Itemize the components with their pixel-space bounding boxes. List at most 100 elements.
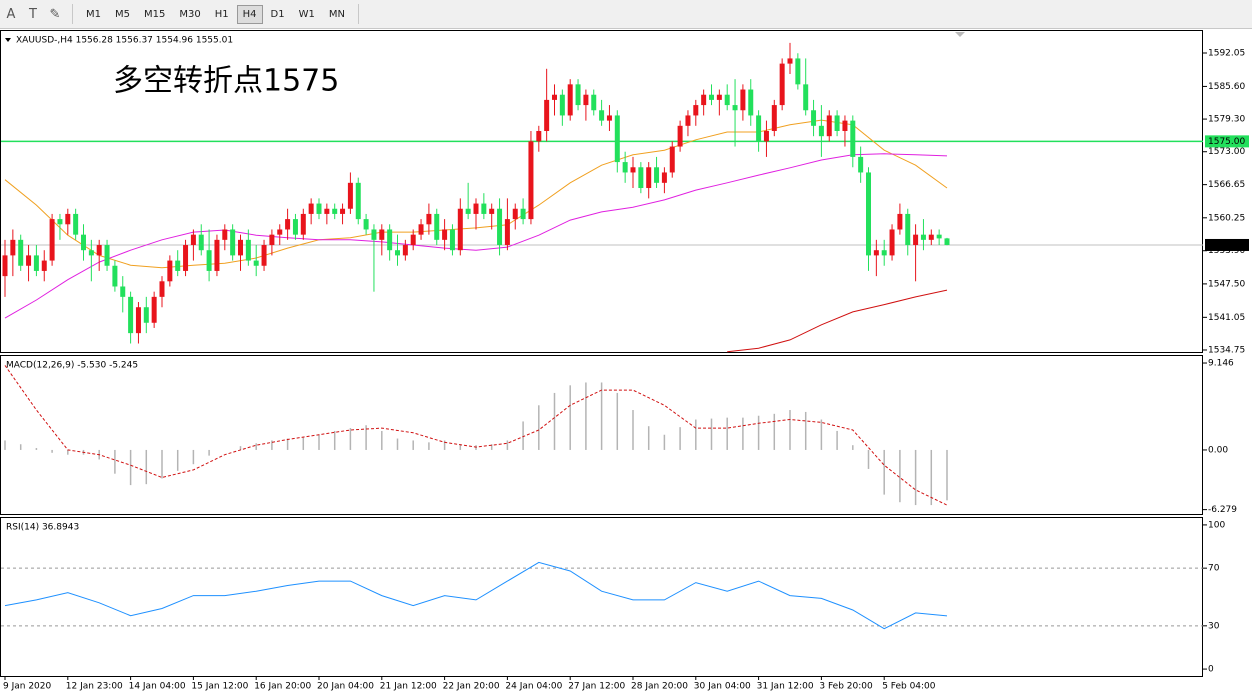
timeframe-button[interactable]: M5 [115,8,130,20]
y-tick-label: 1573.00 [1208,147,1245,157]
x-tick-label: 3 Feb 20:00 [819,682,873,692]
candle-body [434,213,440,240]
tool-button[interactable]: A [6,6,16,22]
indicator-line [4,119,948,269]
timeframe-button[interactable]: H4 [236,4,263,24]
timeframe-button[interactable]: M30 [179,8,201,20]
candle-body [379,229,385,240]
indicator-line [727,289,948,353]
candle-body [371,229,377,240]
tool-button[interactable]: ✎ [49,6,61,22]
candle-body [41,260,47,271]
candle-body [49,219,55,261]
candle-body [245,239,251,261]
candle-body [159,281,165,297]
candle-body [512,208,518,220]
y-tick-label: -6.279 [1208,505,1237,515]
candle-body [214,239,220,271]
candle-body [497,208,503,246]
candle-body [693,105,699,116]
candle-body [10,239,16,256]
y-tick-label: 1534.75 [1208,345,1245,355]
candle-body [661,172,667,183]
candle-body [481,203,487,214]
candle-body [748,89,754,116]
candle-body [771,105,777,131]
timeframe-button[interactable]: MN [328,8,345,20]
level-box [1205,135,1249,148]
y-tick-label: 0.00 [1208,445,1228,455]
candle-body [206,250,212,271]
candle-body [308,203,314,214]
y-tick-label: 30 [1208,621,1220,631]
candle-body [504,219,510,246]
x-tick-label: 5 Feb 04:00 [882,682,936,692]
candle-body [26,255,32,266]
candle-body [347,182,353,209]
candle-body [340,208,346,214]
candle-body [238,239,243,256]
candle-body [740,89,746,111]
timeframe-button[interactable]: M15 [144,8,166,20]
candle-body [222,229,228,240]
candle-body [724,94,730,106]
indicator-label: RSI(14) 36.8943 [6,523,79,533]
candle-body [528,141,534,220]
y-tick-label: 100 [1208,520,1225,530]
candle-body [826,115,832,137]
candle-body [850,120,856,157]
x-tick-label: 16 Jan 20:00 [254,682,311,692]
candle-body [128,296,134,334]
candle-body [135,307,141,334]
main-frame [0,30,1203,353]
candle-body [638,167,644,189]
tool-button[interactable]: T [29,6,37,22]
toolbar: A T ✎ M1 M5 M15 M30 H1 H4 D1 W1 MN [0,0,1252,29]
chart: 1592.05 1585.60 1579.30 1573.00 1566.65 1560.… [0,30,1249,692]
shift-marker [955,32,965,37]
x-tick-label: 31 Jan 12:00 [757,682,814,692]
candle-body [716,94,722,100]
candle-body [779,63,785,106]
x-tick-label: 30 Jan 04:00 [694,682,751,692]
indicator-line [4,365,948,506]
y-tick-label: 1547.50 [1208,279,1245,289]
candle-body [363,219,369,230]
candle-body [834,115,840,131]
y-tick-label: 70 [1208,564,1220,574]
chart-info: XAUUSD-,H4 1556.28 1556.37 1554.96 1555.… [16,36,233,46]
x-tick-label: 28 Jan 20:00 [631,682,688,692]
timeframe-button[interactable]: W1 [298,8,315,20]
candle-body [575,84,581,106]
candle-body [669,146,675,173]
timeframe-button[interactable]: M1 [86,8,101,20]
x-tick-label: 20 Jan 04:00 [317,682,374,692]
candle-body [889,229,895,256]
candle-body [944,238,950,245]
timeframe-button[interactable]: H1 [214,8,229,20]
candle-body [489,208,495,214]
candle-body [763,130,769,142]
candle-body [567,84,573,116]
candle-body [18,239,24,266]
separator [72,4,73,24]
candle-body [292,219,298,235]
candle-body [81,234,86,251]
candle-body [606,115,612,121]
candle-body [913,234,919,246]
x-tick-label: 14 Jan 04:00 [129,682,186,692]
candle-body [544,99,550,131]
candle-body [167,260,173,282]
indicator-line [4,561,948,630]
candle-body [881,250,887,256]
candle-body [559,94,565,116]
candle-body [701,94,707,106]
candle-body [190,234,196,246]
timeframe-button[interactable]: D1 [270,8,285,20]
candle-body [402,245,408,256]
candle-body [630,167,636,173]
candle-body [465,208,471,214]
candle-body [395,250,400,256]
last-price-box [1205,238,1249,251]
